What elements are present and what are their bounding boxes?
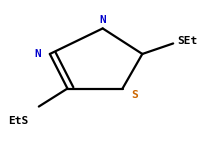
- Text: S: S: [131, 90, 138, 100]
- Text: EtS: EtS: [8, 116, 28, 126]
- Text: N: N: [34, 49, 41, 59]
- Text: N: N: [99, 15, 106, 25]
- Text: SEt: SEt: [178, 36, 198, 46]
